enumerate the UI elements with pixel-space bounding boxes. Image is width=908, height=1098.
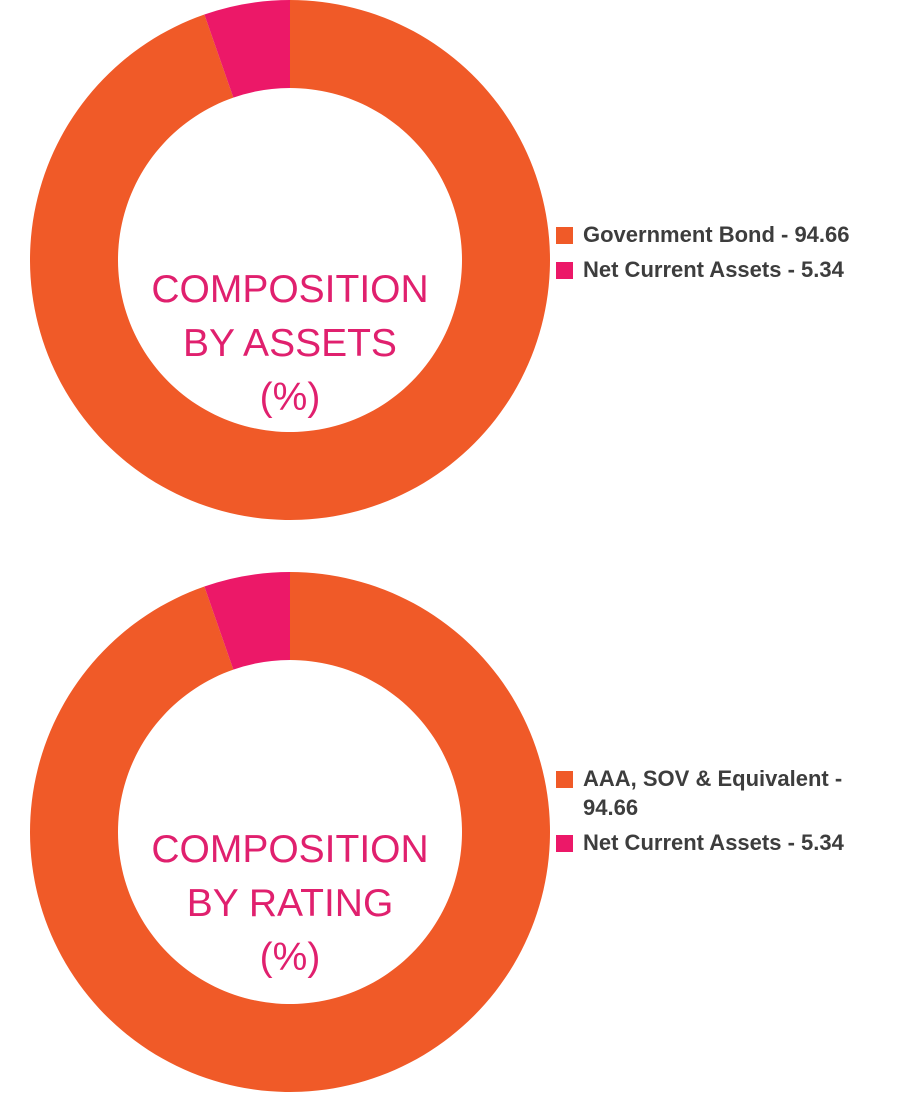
rating-legend: AAA, SOV & Equivalent - 94.66 Net Curren… [556, 764, 896, 863]
legend-item-net-current-assets: Net Current Assets - 5.34 [556, 255, 896, 284]
donut-slice-0 [30, 0, 550, 520]
legend-item-government-bond: Government Bond - 94.66 [556, 220, 896, 249]
assets-title-line-3: (%) [259, 376, 321, 419]
assets-legend: Government Bond - 94.66 Net Current Asse… [556, 220, 896, 290]
legend-item-aaa-sov-equivalent: AAA, SOV & Equivalent - 94.66 [556, 764, 896, 822]
rating-center-title: COMPOSITION BY RATING (%) [110, 823, 470, 985]
composition-by-assets-chart: COMPOSITION BY ASSETS (%) Government Bon… [0, 0, 908, 520]
assets-title-line-2: BY ASSETS [183, 322, 397, 365]
composition-by-rating-chart: COMPOSITION BY RATING (%) AAA, SOV & Equ… [0, 572, 908, 1092]
legend-label-government-bond: Government Bond - 94.66 [583, 222, 850, 247]
rating-title-line-3: (%) [259, 936, 321, 979]
assets-title-line-1: COMPOSITION [151, 268, 429, 311]
legend-label-aaa-sov-equivalent: AAA, SOV & Equivalent - 94.66 [583, 766, 843, 820]
legend-swatch-net-current-assets [556, 262, 573, 279]
rating-donut [30, 572, 550, 1092]
legend-swatch-aaa-sov-equivalent [556, 771, 573, 788]
assets-center-title: COMPOSITION BY ASSETS (%) [110, 263, 470, 425]
legend-item-net-current-assets-rating: Net Current Assets - 5.34 [556, 828, 896, 857]
rating-title-line-1: COMPOSITION [151, 828, 429, 871]
donut-slice-1 [204, 572, 290, 670]
legend-label-net-current-assets-rating: Net Current Assets - 5.34 [583, 830, 844, 855]
rating-title-line-2: BY RATING [186, 882, 394, 925]
donut-slice-1 [204, 0, 290, 98]
legend-label-net-current-assets: Net Current Assets - 5.34 [583, 257, 844, 282]
assets-donut [30, 0, 550, 520]
legend-swatch-net-current-assets-rating [556, 835, 573, 852]
donut-slice-0 [30, 572, 550, 1092]
legend-swatch-government-bond [556, 227, 573, 244]
